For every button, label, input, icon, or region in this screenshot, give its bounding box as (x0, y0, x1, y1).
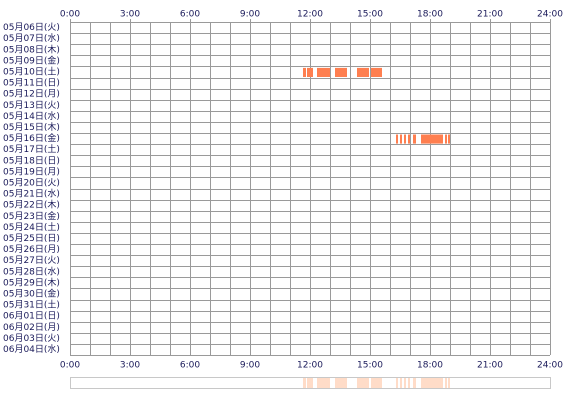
x-tick-label-top: 24:00 (537, 10, 563, 20)
x-tick-label-bottom: 18:00 (417, 361, 443, 371)
x-tick-label-top: 15:00 (357, 10, 383, 20)
row-label: 06月01日(日) (3, 311, 60, 322)
x-tick-label-bottom: 3:00 (120, 361, 140, 371)
overview-bar (448, 378, 450, 388)
overview-bar (335, 378, 347, 388)
row-label: 06月04日(水) (3, 343, 60, 355)
x-tick-label-bottom: 21:00 (477, 361, 503, 371)
x-tick-label-top: 18:00 (417, 10, 443, 20)
row-label: 05月14日(水) (3, 110, 60, 122)
activity-bar (303, 67, 306, 77)
row-label: 06月03日(火) (3, 333, 60, 344)
activity-bar (448, 134, 450, 144)
row-label: 05月15日(木) (3, 121, 60, 133)
overview-bar (445, 378, 447, 388)
row-label: 05月21日(水) (3, 188, 60, 200)
overview-bar (396, 378, 398, 388)
row-label: 05月20日(火) (3, 177, 60, 188)
row-label: 05月30日(金) (3, 287, 60, 299)
row-label: 05月09日(金) (3, 54, 60, 66)
activity-bar (413, 134, 416, 144)
x-tick-label-bottom: 15:00 (357, 361, 383, 371)
row-label: 05月10日(土) (3, 65, 60, 77)
overview-bar (400, 378, 402, 388)
x-tick-label-top: 21:00 (477, 10, 503, 20)
row-label: 05月07日(水) (3, 32, 60, 44)
x-tick-label-bottom: 0:00 (60, 361, 80, 371)
x-tick-label-top: 9:00 (240, 10, 260, 20)
activity-bar (307, 67, 313, 77)
row-label: 05月24日(土) (3, 221, 60, 233)
overview-bar (413, 378, 416, 388)
row-label: 05月31日(土) (3, 299, 60, 311)
row-label: 05月18日(日) (3, 155, 60, 166)
row-label: 05月12日(月) (3, 89, 60, 100)
overview-bar (404, 378, 406, 388)
activity-bar (408, 134, 410, 144)
overview-bar (421, 378, 443, 388)
overview-bar (303, 378, 306, 388)
row-label: 05月08日(木) (3, 43, 60, 55)
row-label: 05月22日(木) (3, 199, 60, 211)
overview-bar (317, 378, 330, 388)
row-label: 05月13日(火) (3, 100, 60, 111)
activity-bar (317, 67, 330, 77)
overview-bar (357, 378, 369, 388)
row-label: 05月27日(火) (3, 255, 60, 266)
activity-bar (404, 134, 406, 144)
overview-bar (371, 378, 382, 388)
activity-bar (371, 67, 382, 77)
activity-bar (357, 67, 369, 77)
activity-bar (445, 134, 447, 144)
x-tick-label-bottom: 24:00 (537, 361, 563, 371)
row-label: 05月25日(日) (3, 233, 60, 244)
activity-bar (400, 134, 402, 144)
row-label: 05月17日(土) (3, 143, 60, 155)
row-label: 05月16日(金) (3, 132, 60, 144)
row-label: 05月19日(月) (3, 166, 60, 177)
x-tick-label-bottom: 9:00 (240, 361, 260, 371)
row-label: 05月26日(月) (3, 244, 60, 255)
x-tick-label-top: 6:00 (180, 10, 200, 20)
row-label: 05月06日(火) (3, 22, 60, 33)
activity-bar (421, 134, 443, 144)
activity-bar (396, 134, 398, 144)
activity-bar (335, 67, 347, 77)
x-tick-label-bottom: 6:00 (180, 361, 200, 371)
row-label: 05月29日(木) (3, 276, 60, 288)
row-label: 05月23日(金) (3, 210, 60, 222)
x-tick-label-top: 3:00 (120, 10, 140, 20)
x-tick-label-top: 0:00 (60, 10, 80, 20)
x-tick-label-top: 12:00 (297, 10, 323, 20)
overview-bar (408, 378, 410, 388)
row-label: 06月02日(月) (3, 322, 60, 333)
row-label: 05月11日(日) (3, 78, 60, 89)
overview-bar (307, 378, 313, 388)
row-label: 05月28日(水) (3, 265, 60, 277)
x-tick-label-bottom: 12:00 (297, 361, 323, 371)
